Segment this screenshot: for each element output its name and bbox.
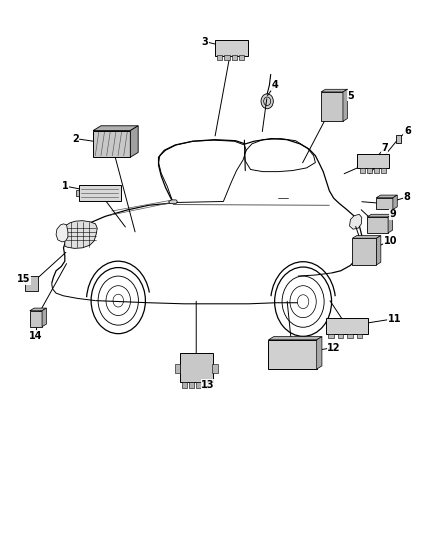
FancyBboxPatch shape (174, 364, 180, 373)
Text: 4: 4 (272, 80, 279, 90)
Circle shape (26, 281, 29, 284)
Polygon shape (350, 214, 362, 229)
Polygon shape (30, 308, 46, 311)
FancyBboxPatch shape (376, 198, 393, 209)
FancyBboxPatch shape (75, 190, 80, 196)
FancyBboxPatch shape (321, 92, 343, 121)
Polygon shape (93, 126, 138, 131)
Text: 8: 8 (403, 192, 410, 202)
FancyBboxPatch shape (347, 334, 353, 338)
Text: 1: 1 (61, 181, 68, 191)
FancyBboxPatch shape (182, 382, 187, 388)
Polygon shape (65, 221, 97, 248)
FancyBboxPatch shape (360, 168, 365, 173)
Polygon shape (343, 89, 347, 121)
Text: 14: 14 (29, 331, 42, 341)
Polygon shape (169, 200, 177, 204)
FancyBboxPatch shape (338, 334, 343, 338)
FancyBboxPatch shape (326, 318, 368, 334)
Circle shape (32, 286, 34, 289)
Text: 12: 12 (327, 343, 340, 352)
FancyBboxPatch shape (180, 353, 213, 383)
FancyBboxPatch shape (93, 131, 131, 157)
Polygon shape (42, 308, 46, 327)
Polygon shape (367, 214, 392, 217)
FancyBboxPatch shape (239, 55, 244, 60)
FancyBboxPatch shape (217, 55, 223, 60)
Circle shape (32, 281, 34, 284)
Text: 11: 11 (388, 314, 401, 324)
Text: 13: 13 (201, 380, 215, 390)
FancyBboxPatch shape (232, 55, 237, 60)
Text: 10: 10 (384, 236, 397, 246)
FancyBboxPatch shape (357, 154, 389, 168)
FancyBboxPatch shape (78, 185, 121, 201)
FancyBboxPatch shape (374, 168, 379, 173)
FancyBboxPatch shape (396, 134, 401, 142)
FancyBboxPatch shape (268, 340, 317, 369)
Text: 3: 3 (201, 37, 208, 46)
FancyBboxPatch shape (30, 311, 42, 327)
FancyBboxPatch shape (367, 217, 388, 233)
FancyBboxPatch shape (212, 364, 218, 373)
FancyBboxPatch shape (357, 334, 362, 338)
Text: 15: 15 (18, 274, 31, 284)
FancyBboxPatch shape (189, 382, 194, 388)
Polygon shape (376, 195, 397, 198)
FancyBboxPatch shape (367, 168, 372, 173)
Polygon shape (321, 89, 347, 92)
Polygon shape (317, 337, 322, 369)
Polygon shape (352, 236, 381, 238)
Text: 9: 9 (390, 209, 397, 219)
FancyBboxPatch shape (215, 40, 248, 56)
Circle shape (286, 349, 291, 355)
FancyBboxPatch shape (202, 382, 208, 388)
Polygon shape (131, 126, 138, 157)
FancyBboxPatch shape (25, 276, 38, 291)
Text: 6: 6 (404, 126, 411, 135)
Text: 7: 7 (381, 143, 388, 153)
Polygon shape (376, 236, 381, 265)
FancyBboxPatch shape (381, 168, 386, 173)
Text: 2: 2 (72, 134, 79, 143)
Text: 5: 5 (347, 91, 354, 101)
Circle shape (261, 94, 273, 109)
Polygon shape (268, 337, 322, 340)
FancyBboxPatch shape (328, 334, 334, 338)
Polygon shape (393, 195, 397, 209)
FancyBboxPatch shape (195, 382, 201, 388)
Polygon shape (56, 224, 68, 242)
Polygon shape (388, 214, 392, 233)
FancyBboxPatch shape (224, 55, 230, 60)
FancyBboxPatch shape (352, 238, 376, 265)
Circle shape (26, 286, 29, 289)
